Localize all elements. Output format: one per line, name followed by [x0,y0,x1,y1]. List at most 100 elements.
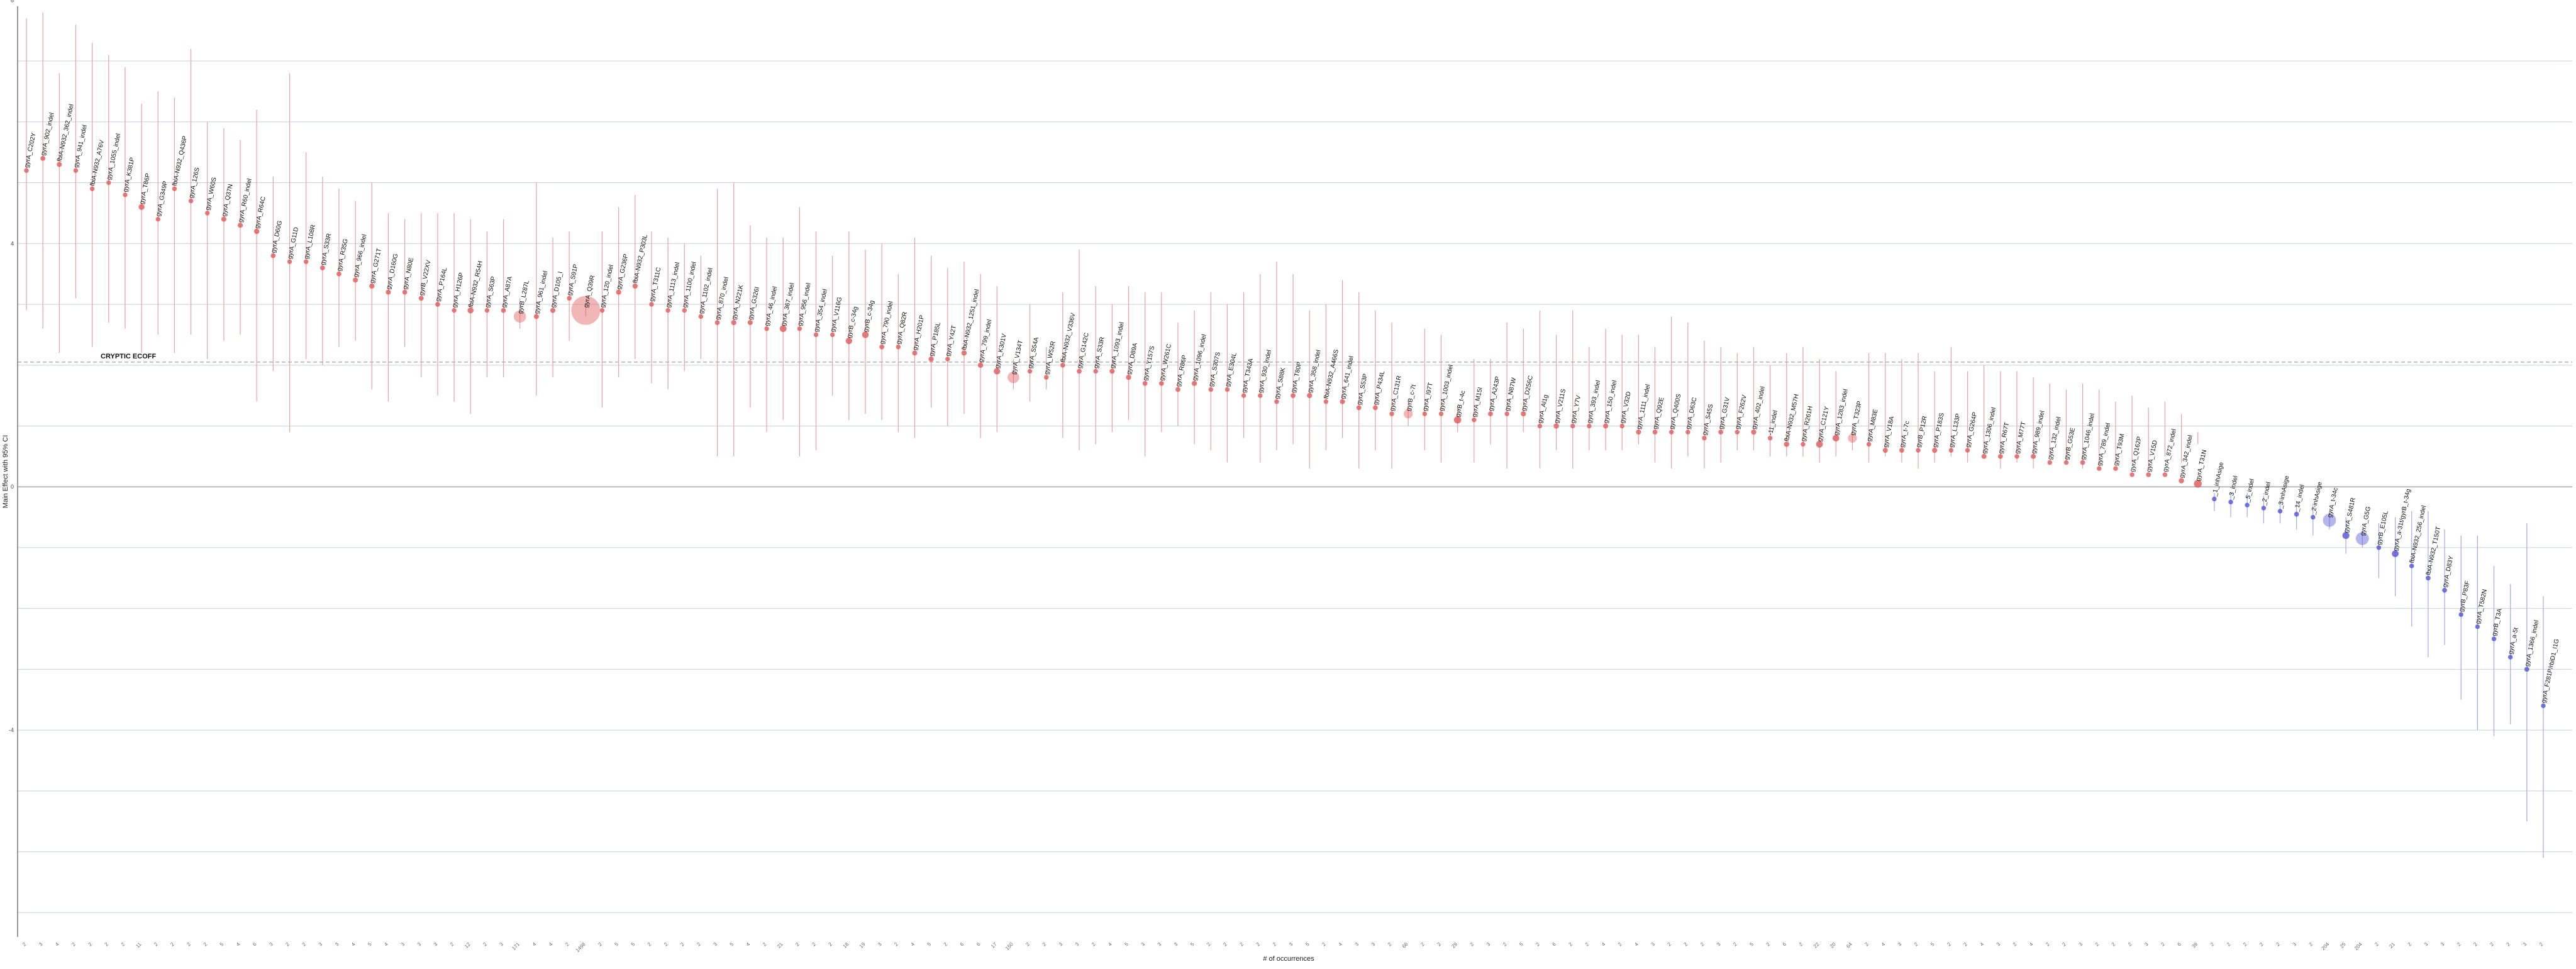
effect-point [879,344,885,350]
point-label: gyrA_V18A [1882,416,1896,448]
effect-point [238,223,243,228]
x-tick-label: 17 [990,941,998,950]
effect-point [1916,448,1921,453]
y-tick-label: -4 [9,727,14,733]
effect-point [1587,423,1592,429]
effect-point [501,307,506,313]
effect-point [40,155,46,161]
point-label: gyrA_C131R [1389,375,1403,411]
effect-point [550,307,556,313]
point-label: gyrA_R261H [1800,406,1814,442]
point-label: gyrA_G5G [2359,506,2372,536]
point-label: gyrA_L133P [1948,413,1962,448]
effect-point [1767,436,1773,441]
effect-point [2311,514,2316,520]
grid-layer: -4 0 4 8 [9,0,2572,913]
point-label: gyrB_c-7t [1405,384,1418,411]
point-label: gyrA_M15I [1471,387,1484,418]
x-tick-label: 2 [301,941,308,948]
x-tick-label: 3 [2440,941,2446,948]
x-tick-label: 5 [729,941,735,948]
point-label: gyrA_R67T [1997,422,2011,455]
x-tick-label: 2 [2045,941,2051,948]
effect-point [977,362,984,368]
effect-point [1521,411,1526,417]
point-label: gyrA_D89A [1126,342,1139,375]
point-label: gyrA_L108R [303,224,317,260]
x-tick-label: 18 [842,941,850,950]
point-label: gyrA_C202Y [23,132,38,169]
x-tick-label: 5 [219,941,225,948]
x-tick-label: 2 [87,941,94,948]
point-label: gyrA_P434L [1372,370,1386,406]
x-tick-label: 64 [1845,941,1853,950]
effect-point [1093,368,1098,374]
point-label: gyrA_790_indel [879,301,894,345]
effect-point [1832,435,1840,442]
x-tick-label: 3 [877,941,883,948]
point-label: gyrA_930_indel [1257,349,1273,393]
effect-point [2047,460,2053,465]
effect-point [896,344,901,350]
x-tick-label: 6 [959,941,965,948]
x-tick-label: 5 [614,941,620,948]
point-label: gyrA_1113_indel [665,262,681,308]
x-tick-label: 3 [1157,941,1163,948]
point-label: fbiA-N932_Q436P [172,135,189,187]
point-label: fbiA-N932_R54H [467,260,484,308]
x-tick-label: 2 [1469,941,1475,948]
x-tick-label: 2 [828,941,834,948]
point-label: gyrB_c-34g [846,306,859,338]
x-tick-label: 4 [1337,941,1343,948]
x-tick-label: 5 [1518,941,1524,948]
effect-point [57,162,62,167]
x-tick-label: 2 [564,941,570,948]
x-tick-label: 4 [383,941,389,948]
effect-point [253,228,260,235]
x-tick-label: 2 [2506,941,2512,948]
labels-layer: gyrA_C202Y gyrA_902_indel fbiA-N932_362_in… [23,103,2560,704]
effect-point [2014,454,2019,459]
effect-point [24,168,29,173]
point-label: gyrA_D105_I [550,271,564,308]
x-tick-label: 2 [1239,941,1245,948]
effect-point [1258,393,1263,398]
point-label: gyrA_G326I [747,286,761,320]
point-label: gyrA_1102_indel [698,267,714,314]
x-tick-label: 2 [1272,941,1278,948]
effect-point [1652,429,1658,435]
effect-point [402,289,408,295]
effect-point [2228,499,2233,505]
point-label: gyrA_S88K [1274,367,1287,399]
effect-point [1816,441,1823,448]
point-label: gyrA_t-34c [2326,487,2340,518]
effect-point [1472,418,1477,423]
point-label: fbiA-N932_P303L [632,234,649,284]
point-label: gyrA_G236P [616,253,630,291]
point-label: gyrA_V15D [2145,440,2158,472]
x-tick-label: 29 [1450,941,1458,950]
point-label: gyrA_Q82R [895,311,909,345]
x-tick-label: 2 [1699,941,1706,948]
x-tick-label: 4 [1107,941,1113,948]
x-tick-label: 2 [1732,941,1738,948]
point-label: gyrA_P185L [928,321,942,357]
point-label: gyrA_W60S [204,177,218,211]
effect-point [912,350,918,356]
x-tick-label: 2 [2061,941,2067,948]
point-label: gyrA_D63C [1685,397,1699,430]
effect-point [1685,429,1690,435]
x-tick-label: 6 [252,941,258,948]
x-tick-label: 2 [696,941,702,948]
marks-layer [24,12,2546,858]
point-label: gyrA_S63P [484,275,497,308]
effect-point [571,296,601,325]
x-tick-layer: 2 3 4 2 2 2 2 11 2 2 2 2 5 4 6 3 2 2 3 3 4 5 4 3 3 3 2 12 2 3 171 4 4 2 14… [21,941,2545,953]
effect-point [2426,575,2431,581]
x-tick-label: 3 [416,941,423,948]
point-label: gyrA_902_indel [40,112,55,156]
effect-point [2376,545,2382,550]
x-tick-label: 4 [745,941,752,948]
point-label: _2-inhAsige [2310,481,2324,516]
